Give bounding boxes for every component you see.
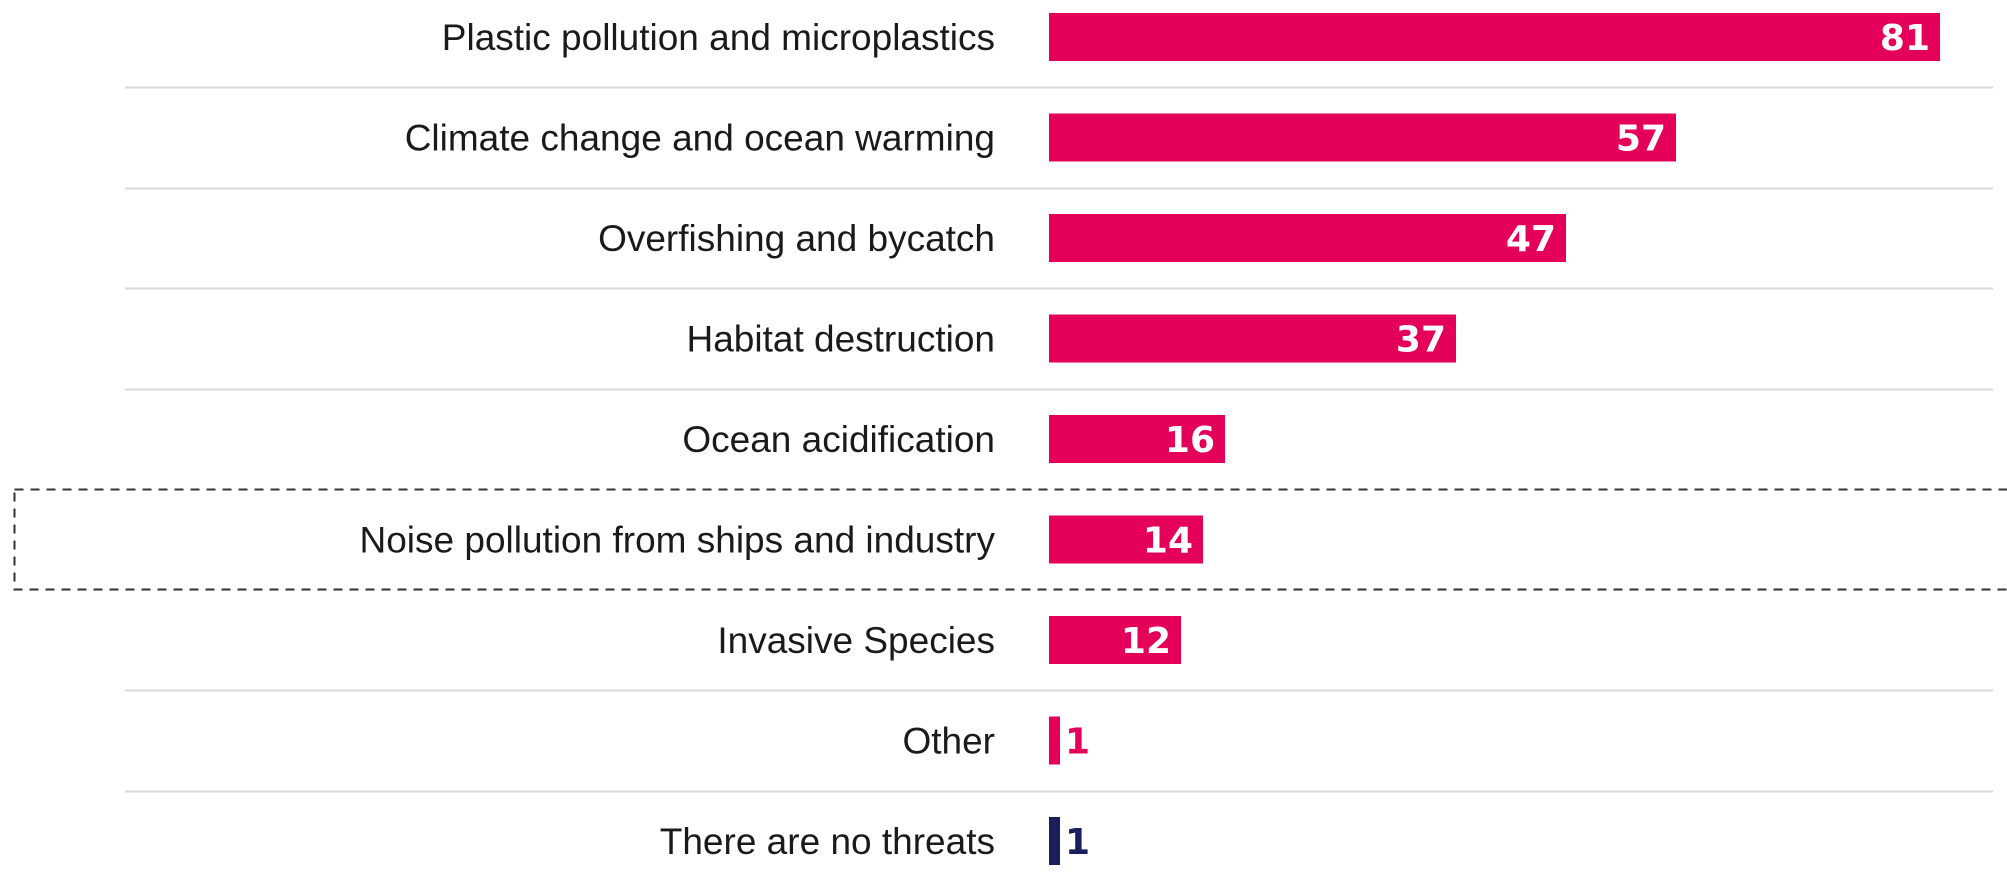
category-label: Noise pollution from ships and industry xyxy=(360,520,996,561)
bar xyxy=(1049,314,1456,363)
value-label: 57 xyxy=(1616,119,1666,160)
category-label: Invasive Species xyxy=(717,620,995,661)
bar xyxy=(1049,113,1676,162)
category-label: Ocean acidification xyxy=(682,419,995,460)
bar xyxy=(1049,515,1203,564)
bar xyxy=(1049,13,1940,61)
value-label: 37 xyxy=(1396,320,1446,361)
value-label: 16 xyxy=(1165,420,1215,461)
value-label: 12 xyxy=(1121,621,1171,662)
bar xyxy=(1049,616,1181,664)
bar xyxy=(1049,415,1225,463)
value-label: 1 xyxy=(1065,722,1090,763)
category-label: Other xyxy=(902,721,995,762)
category-label: Habitat destruction xyxy=(686,319,995,360)
bar xyxy=(1049,817,1060,865)
category-label: Plastic pollution and microplastics xyxy=(442,17,995,58)
value-label: 47 xyxy=(1506,219,1556,260)
value-label: 14 xyxy=(1143,521,1193,562)
value-label: 1 xyxy=(1065,822,1090,863)
bar xyxy=(1049,214,1566,262)
category-label: Overfishing and bycatch xyxy=(598,218,995,259)
category-label: Climate change and ocean warming xyxy=(405,118,995,159)
category-label: There are no threats xyxy=(660,821,995,862)
value-label: 81 xyxy=(1880,18,1930,59)
highlight-box xyxy=(13,488,2007,591)
bar xyxy=(1049,716,1060,765)
